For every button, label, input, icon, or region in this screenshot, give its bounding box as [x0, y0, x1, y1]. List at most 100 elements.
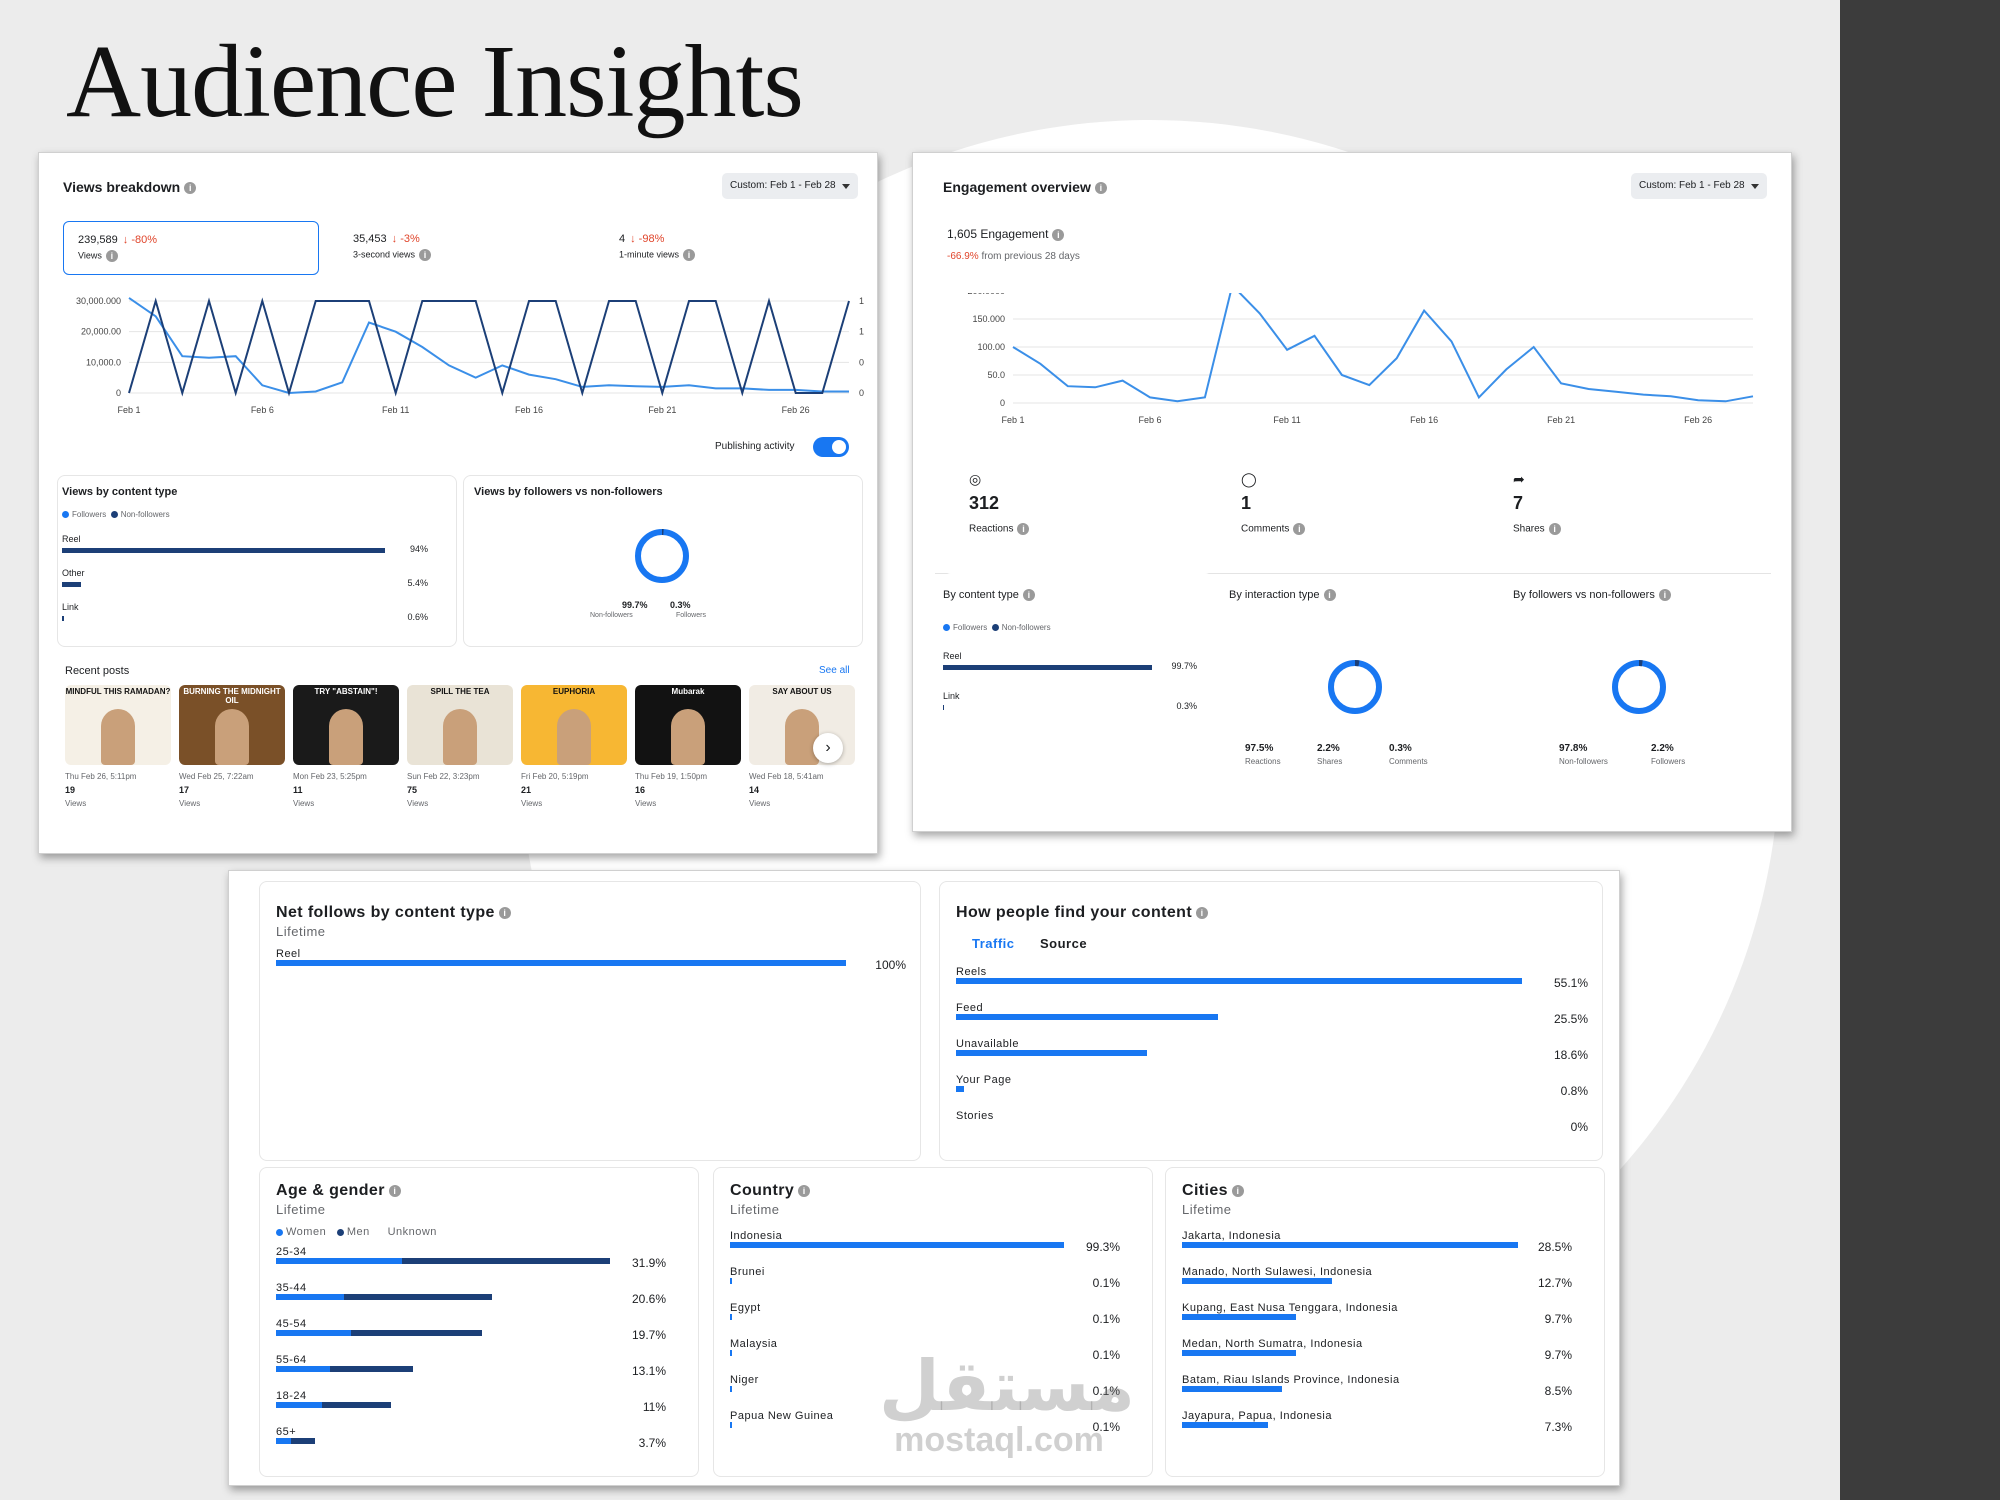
info-icon[interactable]: i	[798, 1184, 811, 1197]
views-line-chart: 0 10,000.0 20,000.00 30,000.000 1 1 0 0 Feb 1 Feb…	[76, 296, 864, 415]
bar-percent: 0.1%	[1092, 1276, 1120, 1290]
post-views-unit: Views	[293, 799, 315, 808]
date-range-dropdown[interactable]: Custom: Feb 1 - Feb 28	[1631, 173, 1767, 199]
bar-label: Link	[62, 602, 79, 612]
info-icon[interactable]: i	[419, 249, 432, 261]
stat-label: Reactions	[969, 523, 1014, 535]
post-thumbnail[interactable]: EUPHORIA	[521, 685, 627, 765]
bar-label: Link	[943, 691, 960, 701]
stat-value: 1	[1241, 493, 1252, 513]
country-card: Country i Lifetime Indonesia 99.3% Brunei 0.…	[713, 1167, 1153, 1477]
bar-label: Indonesia	[730, 1230, 783, 1242]
info-icon[interactable]: i	[1196, 906, 1209, 919]
info-icon[interactable]: i	[1022, 589, 1035, 602]
metric-value: 239,589	[78, 234, 118, 246]
post-thumbnail[interactable]: SAY ABOUT US	[749, 685, 855, 765]
legend: Followers Non-followers	[62, 510, 170, 519]
metric-tile[interactable]: 4 ↓ -98% 1-minute views i	[605, 221, 845, 275]
post-thumbnail[interactable]: SPILL THE TEA	[407, 685, 513, 765]
post-views-unit: Views	[65, 799, 87, 808]
stat-label: Comments	[1241, 523, 1290, 535]
comment-icon: ◯	[1241, 471, 1257, 487]
series-line-views	[128, 297, 849, 395]
bar-label: Reel	[62, 534, 81, 544]
post-caption: Mubarak	[671, 687, 705, 696]
views-content-type-card: Views by content type Followers Non-foll…	[57, 475, 457, 647]
publishing-toggle[interactable]	[813, 437, 849, 457]
stat-value: 312	[969, 493, 1000, 513]
info-icon[interactable]: i	[1052, 228, 1065, 241]
info-icon[interactable]: i	[1658, 589, 1671, 602]
info-icon[interactable]: i	[1231, 1184, 1244, 1197]
audience-panel: Net follows by content type i Lifetime Re…	[228, 870, 1620, 1486]
bar-fill	[730, 1350, 732, 1356]
bar-label: Reel	[943, 651, 962, 661]
watermark-latin: mostaql.com	[894, 1421, 1104, 1459]
reaction-icon: ◎	[969, 471, 982, 487]
y-tick-label: 200.0000	[967, 293, 1005, 296]
info-icon[interactable]: i	[1017, 523, 1030, 535]
person-image	[557, 709, 591, 765]
y-tick-label: 50.0	[987, 370, 1005, 380]
metric-tile[interactable]: 239,589 ↓ -80% Views i	[63, 221, 319, 275]
person-image	[101, 709, 135, 765]
engagement-change: -66.9% from previous 28 days	[947, 251, 1080, 262]
info-icon[interactable]: i	[184, 182, 197, 195]
date-range-dropdown[interactable]: Custom: Feb 1 - Feb 28	[722, 173, 858, 199]
info-icon[interactable]: i	[105, 250, 118, 262]
bar-fill	[956, 1086, 965, 1092]
info-icon[interactable]: i	[498, 906, 511, 919]
metric-change: ↓ -80%	[122, 234, 158, 246]
chevron-right-icon: ›	[825, 739, 831, 756]
post-thumbnail[interactable]: BURNING THE MIDNIGHT OIL	[179, 685, 285, 765]
age-legend: Women Men Unknown	[276, 1226, 437, 1238]
metric-change: ↓ -3%	[391, 233, 420, 245]
post-thumbnail[interactable]: Mubarak	[635, 685, 741, 765]
bar-label: Brunei	[730, 1266, 765, 1278]
stat-value: 7	[1513, 493, 1524, 513]
watermark-arabic: مستقل	[879, 1345, 1136, 1427]
post-thumbnail[interactable]: MINDFUL THIS RAMADAN?	[65, 685, 171, 765]
info-icon[interactable]: i	[1548, 523, 1561, 535]
cities-sub: Lifetime	[1182, 1202, 1232, 1217]
post-date: Mon Feb 23, 5:25pm	[293, 772, 367, 781]
post-views: 21	[521, 785, 532, 795]
bar-label: Reels	[956, 966, 987, 978]
tab-traffic[interactable]: Traffic	[972, 936, 1015, 951]
y-tick-label: 0	[116, 388, 121, 398]
info-icon[interactable]: i	[1293, 523, 1306, 535]
next-posts-button[interactable]: ›	[813, 733, 843, 763]
engagement-title: Engagement overview i	[943, 179, 1107, 195]
net-follows-sub: Lifetime	[276, 924, 326, 939]
bar-label: Reel	[276, 948, 301, 960]
metric-tile[interactable]: 35,453 ↓ -3% 3-second views i	[339, 221, 579, 275]
by-followers-title: By followers vs non-followers i	[1513, 589, 1671, 602]
see-all-link[interactable]: See all	[819, 665, 850, 676]
stat-label: Shares	[1513, 523, 1545, 535]
post-date: Wed Feb 18, 5:41am	[749, 772, 824, 781]
metric-label-line: Views i	[78, 250, 118, 262]
x-tick-label: Feb 16	[515, 405, 543, 415]
bar-label: Jayapura, Papua, Indonesia	[1182, 1410, 1332, 1422]
info-icon[interactable]: i	[1094, 182, 1107, 195]
bar-label: Unavailable	[956, 1038, 1019, 1050]
donut-value: 2.2%	[1651, 743, 1674, 754]
x-tick-label: Feb 6	[1139, 415, 1162, 425]
info-icon[interactable]: i	[683, 249, 696, 261]
post-thumbnail[interactable]: TRY "ABSTAIN"!	[293, 685, 399, 765]
info-icon[interactable]: i	[388, 1184, 401, 1197]
info-icon[interactable]: i	[1323, 589, 1336, 602]
bar-fill	[943, 705, 944, 710]
bar-percent: 5.4%	[407, 578, 428, 588]
x-tick-label: Feb 21	[648, 405, 676, 415]
bar-label: Other	[62, 568, 85, 578]
bar-fill	[956, 1014, 1218, 1020]
tab-source[interactable]: Source	[1040, 936, 1088, 951]
bar-percent: 0%	[1570, 1120, 1588, 1134]
discovery-card: How people find your content i Traffic So…	[939, 881, 1603, 1161]
series-line-engagement	[1012, 293, 1754, 403]
legend: Followers Non-followers	[943, 623, 1051, 632]
engagement-line-chart: 0 50.0 100.00 150.000 200.0000 Feb 1 Feb 6 Feb …	[967, 293, 1754, 425]
bar-percent: 94%	[409, 544, 428, 554]
age-label: 65+	[276, 1426, 297, 1438]
